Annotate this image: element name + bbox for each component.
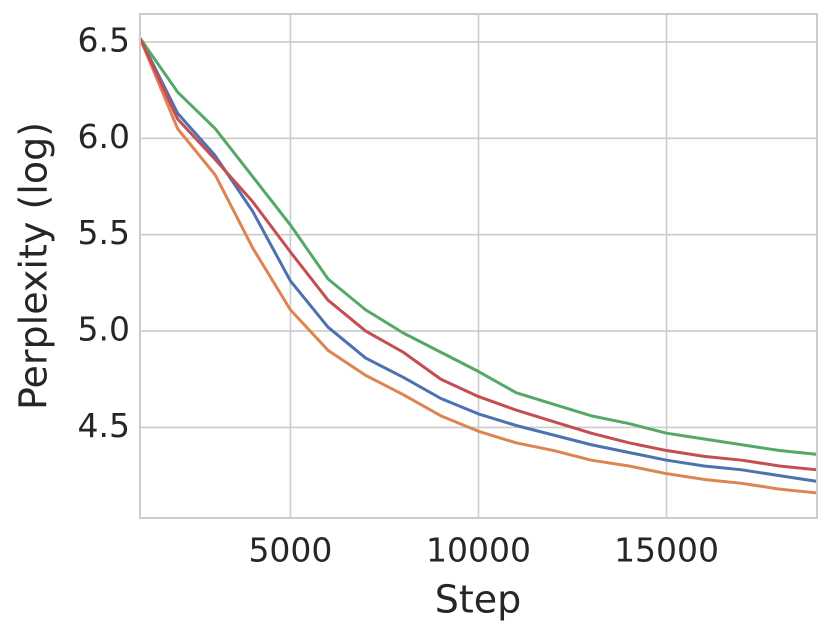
plot-frame: [139, 13, 818, 519]
series-line: [138, 37, 818, 495]
x-tick-label: 10000: [426, 531, 531, 570]
x-tick-label: 5000: [248, 531, 332, 570]
y-tick-label: 5.0: [78, 310, 130, 349]
y-axis-label: Perplexity (log): [12, 122, 56, 410]
series-line: [138, 37, 818, 472]
x-axis-label: Step: [435, 578, 522, 622]
y-tick-label: 4.5: [78, 406, 130, 445]
series-line: [138, 37, 818, 456]
y-tick-label: 6.0: [78, 117, 130, 156]
x-tick-label: 15000: [614, 531, 719, 570]
y-tick-label: 6.5: [78, 20, 130, 59]
y-tick-label: 5.5: [78, 213, 130, 252]
series-line: [138, 37, 818, 483]
